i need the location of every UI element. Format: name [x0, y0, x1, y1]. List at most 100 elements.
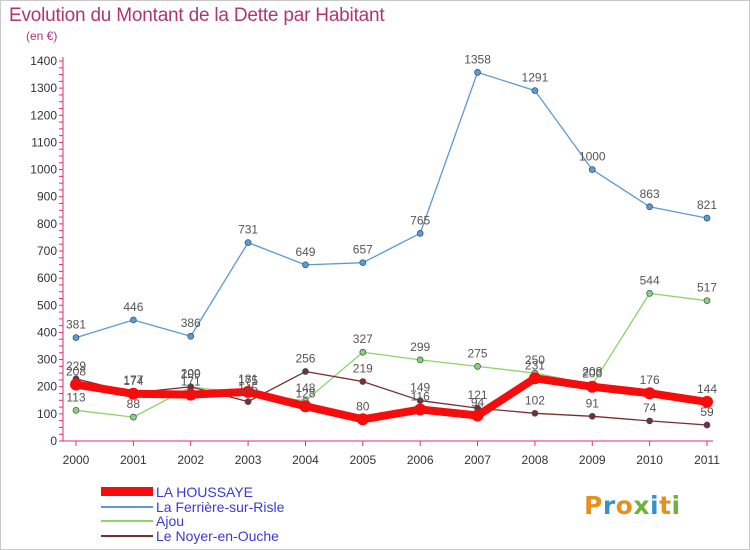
data-point [414, 403, 427, 416]
x-tick-label: 2009 [579, 453, 606, 467]
data-label: 176 [640, 373, 660, 387]
axes: 0 100 200 300 400 500 600 700 800 900 1000 1100 1200… [30, 54, 720, 467]
x-tick-label: 2006 [407, 453, 434, 467]
data-point [588, 166, 596, 173]
data-label: 229 [66, 359, 86, 373]
data-label: 116 [411, 390, 430, 404]
data-point [471, 409, 484, 422]
data-point [184, 388, 197, 401]
data-label: 219 [353, 362, 373, 376]
y-tick-label: 300 [37, 353, 57, 367]
data-label: 731 [238, 223, 258, 237]
data-label: 91 [586, 396, 600, 410]
data-label: 102 [525, 393, 545, 407]
data-label: 381 [66, 318, 86, 332]
data-label: 649 [295, 245, 315, 259]
x-tick-label: 2008 [522, 453, 549, 467]
data-point [474, 69, 481, 76]
data-label: 231 [525, 358, 545, 372]
data-point [586, 380, 599, 393]
data-label: 145 [238, 382, 258, 396]
data-label: 181 [238, 372, 258, 386]
data-label: 121 [468, 388, 488, 402]
data-label: 144 [697, 382, 717, 396]
data-label: 149 [410, 381, 430, 395]
data-point [70, 378, 82, 391]
data-label: 544 [640, 273, 660, 287]
data-point [646, 417, 653, 425]
data-point [588, 412, 596, 420]
data-label: 88 [127, 397, 141, 411]
y-tick-label: 0 [50, 434, 57, 448]
y-tick-label: 1200 [30, 108, 57, 122]
x-tick-label: 2002 [177, 453, 204, 467]
data-point [528, 372, 541, 385]
legend-label: Ajou [156, 513, 185, 529]
data-point [187, 332, 195, 340]
x-tick-label: 2005 [349, 453, 376, 467]
data-point [701, 395, 713, 408]
data-point [302, 261, 309, 269]
legend-label: LA HOUSSAYE [156, 484, 254, 500]
data-label: 175 [238, 374, 258, 388]
data-point [72, 406, 80, 414]
data-label: 208 [582, 365, 602, 379]
y-tick-label: 600 [37, 271, 57, 285]
data-label: 327 [353, 332, 373, 346]
data-label: 199 [181, 367, 201, 381]
data-point [531, 409, 539, 417]
data-label: 275 [468, 346, 488, 360]
x-tick-label: 2000 [63, 453, 90, 467]
data-point [416, 356, 424, 364]
x-tick-label: 2001 [120, 453, 147, 467]
legend-swatch [101, 505, 153, 508]
data-point [302, 368, 309, 375]
data-point [359, 259, 367, 267]
series-lines [70, 69, 713, 429]
data-label: 200 [582, 367, 602, 381]
series-line [75, 370, 708, 426]
data-point [130, 316, 137, 324]
series-line [72, 374, 711, 424]
data-label: 299 [410, 340, 430, 354]
data-label: 128 [295, 386, 315, 400]
unit-label: (en €) [26, 29, 58, 43]
y-tick-label: 1400 [30, 54, 57, 68]
data-labels: 381 446 386 731 649 657 765 1358 1291 1000 863 821 1… [66, 52, 717, 419]
data-label: 59 [700, 405, 714, 419]
data-point [416, 230, 424, 237]
legend-swatch [101, 534, 153, 537]
data-label: 250 [525, 353, 545, 367]
legend-label: Le Noyer-en-Ouche [156, 527, 279, 544]
data-label: 821 [697, 198, 717, 212]
data-label: 113 [66, 390, 85, 404]
data-label: 256 [295, 352, 315, 366]
data-label: 174 [123, 374, 143, 388]
y-tick-label: 800 [37, 217, 57, 231]
data-label: 765 [410, 213, 430, 227]
x-tick-label: 2004 [292, 453, 319, 467]
data-label: 386 [181, 316, 201, 330]
data-point [127, 387, 140, 400]
proxiti-logo: Proxiti [584, 491, 681, 520]
y-tick-label: 900 [37, 190, 57, 204]
data-label: 1358 [464, 52, 491, 66]
y-tick-label: 700 [37, 244, 57, 258]
data-label: 177 [123, 373, 143, 387]
data-point [703, 214, 711, 222]
data-point [356, 413, 369, 426]
data-point [703, 297, 711, 305]
data-label: 80 [356, 399, 370, 413]
data-label: 208 [66, 365, 86, 379]
chart-title: Evolution du Montant de la Dette par Hab… [9, 5, 385, 26]
legend-swatch [101, 487, 153, 496]
legend-label: La Ferrière-sur-Risle [156, 498, 285, 515]
y-tick-label: 1300 [30, 81, 57, 95]
data-point [242, 385, 255, 398]
y-tick-label: 500 [37, 298, 57, 312]
data-point [646, 203, 653, 211]
data-label: 657 [353, 243, 373, 257]
data-label: 94 [471, 395, 485, 409]
